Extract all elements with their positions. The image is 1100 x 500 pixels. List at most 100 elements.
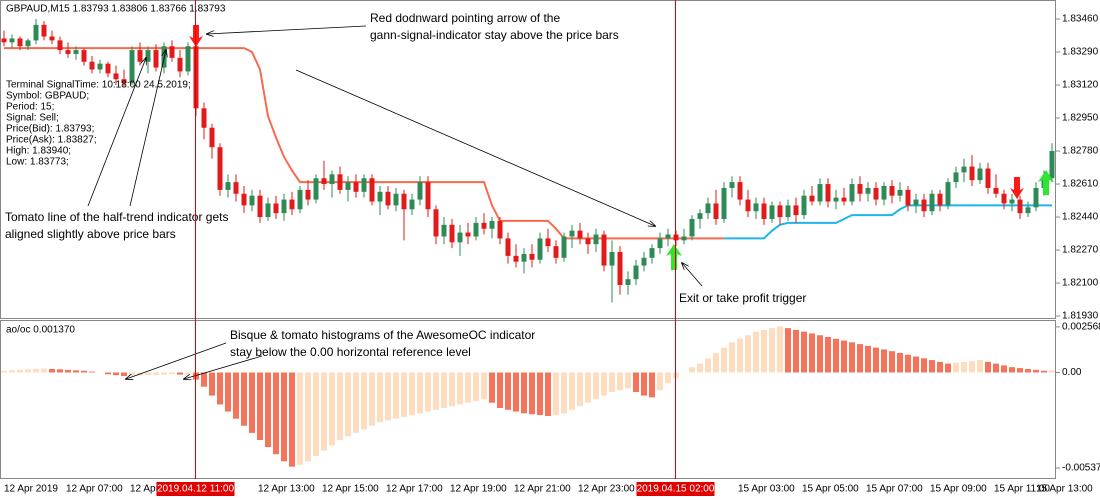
candle-body xyxy=(1017,199,1023,214)
candle-body xyxy=(121,79,127,84)
info-line: Price(Bid): 1.83793; xyxy=(6,124,94,135)
candle-body xyxy=(57,40,63,51)
histogram-bar xyxy=(233,372,239,419)
y-tick-label: 0.002568 xyxy=(1062,322,1100,333)
candle-body xyxy=(697,213,703,219)
candle-body xyxy=(849,184,855,202)
candle-body xyxy=(921,199,927,212)
histogram-bar xyxy=(577,372,583,407)
half-trend-line xyxy=(724,204,1052,240)
histogram-bar xyxy=(1017,368,1023,373)
candle-body xyxy=(33,24,39,41)
histogram-bar xyxy=(473,372,479,401)
candle-body xyxy=(481,222,487,229)
candle-body xyxy=(569,230,575,237)
candle-body xyxy=(313,178,319,200)
candle-body xyxy=(1033,187,1039,208)
y-tick-label: 0.00 xyxy=(1062,367,1082,378)
annotation-pointer xyxy=(207,25,367,34)
y-tick-label: 1.82440 xyxy=(1062,212,1099,223)
annotation-pointer xyxy=(126,342,227,379)
candle-body xyxy=(713,203,719,219)
histogram-bar xyxy=(433,372,439,410)
candle-body xyxy=(521,253,527,262)
candle-body xyxy=(289,199,295,210)
annotation-pointer xyxy=(87,58,146,207)
marker-label-box xyxy=(156,482,235,496)
candle-body xyxy=(937,193,943,206)
candle-body xyxy=(817,184,823,202)
histogram-bar xyxy=(809,333,815,373)
annotation-pointer xyxy=(295,69,655,226)
y-tick-label: 1.82950 xyxy=(1062,113,1099,124)
candle-body xyxy=(625,279,631,285)
candle-body xyxy=(1049,151,1055,179)
histogram-bar xyxy=(1009,367,1015,373)
histogram-bar xyxy=(745,335,751,373)
histogram-bar xyxy=(553,372,559,416)
buy-arrow xyxy=(1038,170,1054,195)
histogram-bar xyxy=(585,372,591,403)
candle-body xyxy=(609,251,615,266)
histogram-bar xyxy=(697,363,703,373)
histogram-bar xyxy=(513,372,519,412)
candle-body xyxy=(665,234,671,239)
histogram-bar xyxy=(761,329,767,373)
candle-body xyxy=(217,147,223,190)
histogram-bar xyxy=(17,369,23,373)
histogram-bar xyxy=(457,372,463,405)
candle-body xyxy=(801,195,807,216)
y-tick-label: -0.005377 xyxy=(1062,463,1100,474)
histogram-bar xyxy=(929,360,935,373)
histogram-bar xyxy=(713,352,719,373)
histogram-bar xyxy=(393,372,399,419)
histogram-bar xyxy=(329,372,335,446)
x-tick-label: 15 Apr 03:00 xyxy=(738,484,795,495)
histogram-bar xyxy=(953,362,959,373)
info-line: Period: 15; xyxy=(6,102,54,113)
candle-body xyxy=(281,199,287,214)
candle-body xyxy=(961,166,967,173)
x-tick-label: 12 Apr 2019 xyxy=(4,484,58,495)
candle-body xyxy=(537,238,543,260)
histogram-bar xyxy=(81,370,87,373)
histogram-bar xyxy=(441,372,447,409)
histogram-bar xyxy=(777,326,783,373)
candle-body xyxy=(201,108,207,128)
histogram-bar xyxy=(769,328,775,373)
histogram-bar xyxy=(641,372,647,396)
histogram-bar xyxy=(345,372,351,437)
candle-body xyxy=(753,203,759,212)
candle-body xyxy=(113,73,119,80)
histogram-bar xyxy=(209,372,215,396)
histogram-bar xyxy=(321,372,327,451)
y-tick-label: 1.82100 xyxy=(1062,278,1099,289)
histogram-bar xyxy=(873,347,879,373)
x-tick-label: 15 Apr 11:00 xyxy=(994,484,1050,495)
histogram-bar xyxy=(1001,365,1007,373)
candle-body xyxy=(497,220,503,239)
histogram-bar xyxy=(185,372,191,375)
histogram-bar xyxy=(49,368,55,373)
info-line: Symbol: GBPAUD; xyxy=(6,91,89,102)
indicator-panel-frame xyxy=(0,320,1056,479)
y-tick-label: 1.83290 xyxy=(1062,47,1099,58)
histogram-bar xyxy=(417,372,423,414)
histogram-bar xyxy=(505,372,511,410)
candle-body xyxy=(425,182,431,210)
candle-body xyxy=(441,224,447,237)
candle-body xyxy=(105,63,111,74)
candle-body xyxy=(17,38,23,47)
histogram-bar xyxy=(937,361,943,373)
histogram-bar xyxy=(825,336,831,373)
sell-arrow xyxy=(1010,177,1024,199)
candle-body xyxy=(129,50,135,84)
histogram-bar xyxy=(257,372,263,440)
histogram-bar xyxy=(977,360,983,373)
histogram-bar xyxy=(289,372,295,467)
histogram-bar xyxy=(145,372,151,376)
histogram-bar xyxy=(665,372,671,384)
plot-area xyxy=(1,19,1055,467)
